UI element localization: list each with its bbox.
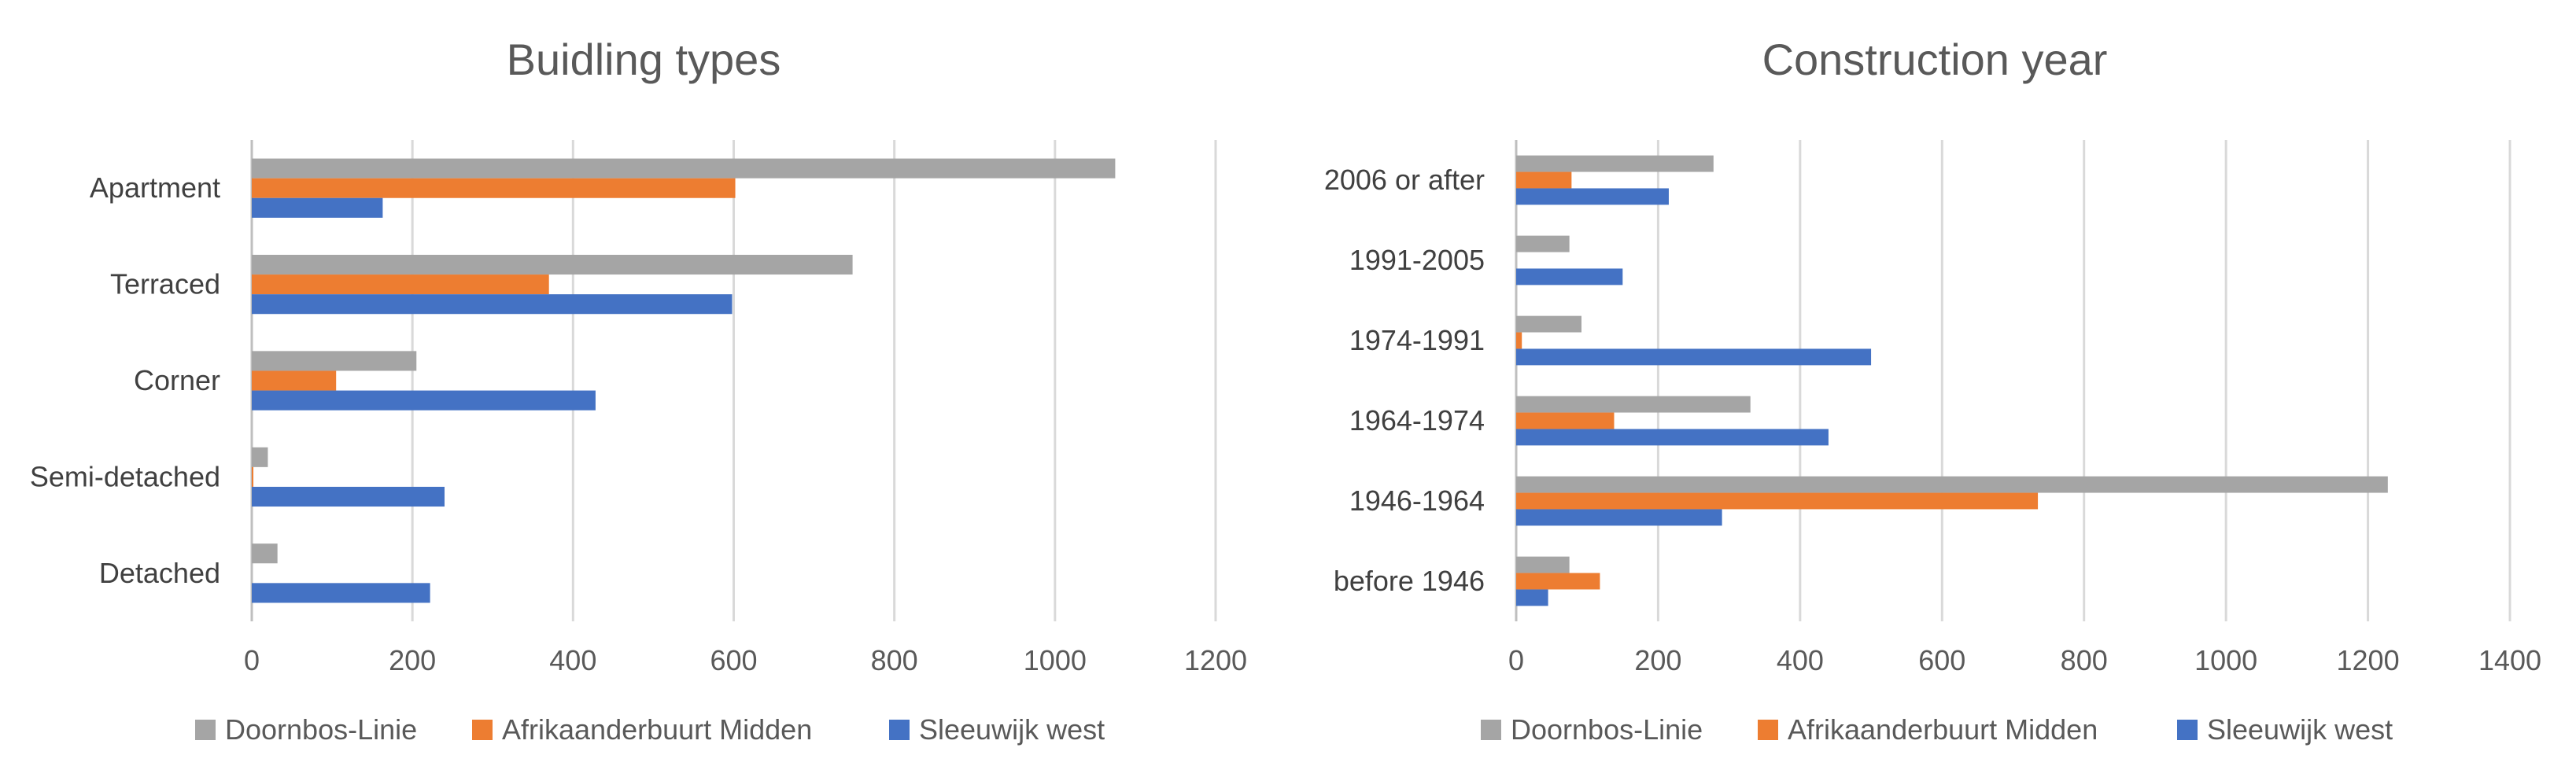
category-label: 1974-1991 <box>1349 324 1485 356</box>
bar <box>1516 573 1600 590</box>
legend-label: Sleeuwijk west <box>919 713 1105 746</box>
bar <box>252 390 596 411</box>
building-types-chart: Buidling types 0 200 400 600 800 1000 1200 Apart… <box>30 35 1247 746</box>
bar <box>1516 556 1570 573</box>
bar <box>1516 268 1623 286</box>
x-tick-label: 800 <box>2061 644 2108 676</box>
bar <box>252 486 445 507</box>
bar <box>1516 315 1581 333</box>
legend-label: Doornbos-Linie <box>225 713 417 746</box>
bar <box>1516 188 1669 205</box>
legend-swatch <box>2177 720 2198 740</box>
category-label: 2006 or after <box>1324 164 1485 196</box>
bar <box>252 158 1116 179</box>
bar <box>1516 171 1572 189</box>
legend-label: Sleeuwijk west <box>2207 713 2393 746</box>
bar <box>1516 348 1872 366</box>
bar <box>1516 235 1570 252</box>
bar <box>1516 396 1751 413</box>
construction-year-chart-svg: Construction year 0 200 400 600 800 1000 1200 14… <box>1324 35 2541 746</box>
category-label: Terraced <box>110 268 220 300</box>
bar <box>252 466 254 487</box>
category-label: Semi-detached <box>30 460 220 492</box>
bar <box>252 294 733 315</box>
bar <box>1516 332 1522 349</box>
category-label: 1964-1974 <box>1349 404 1485 437</box>
bar <box>252 543 278 564</box>
building-types-chart-svg: Buidling types 0 200 400 600 800 1000 1200 Apart… <box>30 35 1247 746</box>
category-label: Apartment <box>90 171 220 204</box>
bar <box>1516 492 2039 510</box>
construction-year-chart: Construction year 0 200 400 600 800 1000 1200 14… <box>1288 0 2576 781</box>
category-label: 1946-1964 <box>1349 484 1485 517</box>
x-tick-label: 200 <box>1634 644 1681 676</box>
chart-title: Construction year <box>1762 35 2108 84</box>
bar <box>252 197 383 218</box>
x-tick-label: 600 <box>1918 644 1965 676</box>
x-tick-label: 1000 <box>1024 644 1087 676</box>
bar <box>1516 476 2388 493</box>
legend-swatch <box>1481 720 1501 740</box>
category-label: 1991-2005 <box>1349 244 1485 276</box>
x-tick-label: 1400 <box>2478 644 2541 676</box>
bar <box>252 583 430 603</box>
legend-swatch <box>472 720 493 740</box>
chart-title: Buidling types <box>507 35 781 84</box>
x-tick-label: 1000 <box>2194 644 2257 676</box>
category-label: Detached <box>99 557 220 589</box>
bar <box>252 370 337 391</box>
x-tick-label: 200 <box>389 644 436 676</box>
x-tick-label: 0 <box>1508 644 1524 676</box>
x-tick-label: 600 <box>710 644 757 676</box>
bar <box>1516 429 1829 446</box>
x-tick-label: 400 <box>549 644 596 676</box>
legend-swatch <box>195 720 216 740</box>
x-tick-label: 800 <box>871 644 918 676</box>
legend-label: Doornbos-Linie <box>1511 713 1703 746</box>
x-tick-label: 0 <box>244 644 260 676</box>
bar <box>252 274 549 295</box>
legend-label: Afrikaanderbuurt Midden <box>1788 713 2098 746</box>
x-tick-label: 1200 <box>2337 644 2400 676</box>
legend-label: Afrikaanderbuurt Midden <box>502 713 812 746</box>
bar <box>1516 589 1548 606</box>
bar <box>1516 155 1714 172</box>
bar <box>252 351 417 371</box>
bar <box>252 178 736 198</box>
bar <box>252 254 853 275</box>
x-tick-label: 1200 <box>1184 644 1247 676</box>
bar <box>1516 412 1615 429</box>
bar <box>252 447 268 467</box>
x-tick-label: 400 <box>1777 644 1824 676</box>
bar <box>1516 509 1722 526</box>
legend-swatch <box>889 720 910 740</box>
legend-swatch <box>1758 720 1778 740</box>
category-label: before 1946 <box>1334 565 1485 597</box>
category-label: Corner <box>134 364 220 396</box>
